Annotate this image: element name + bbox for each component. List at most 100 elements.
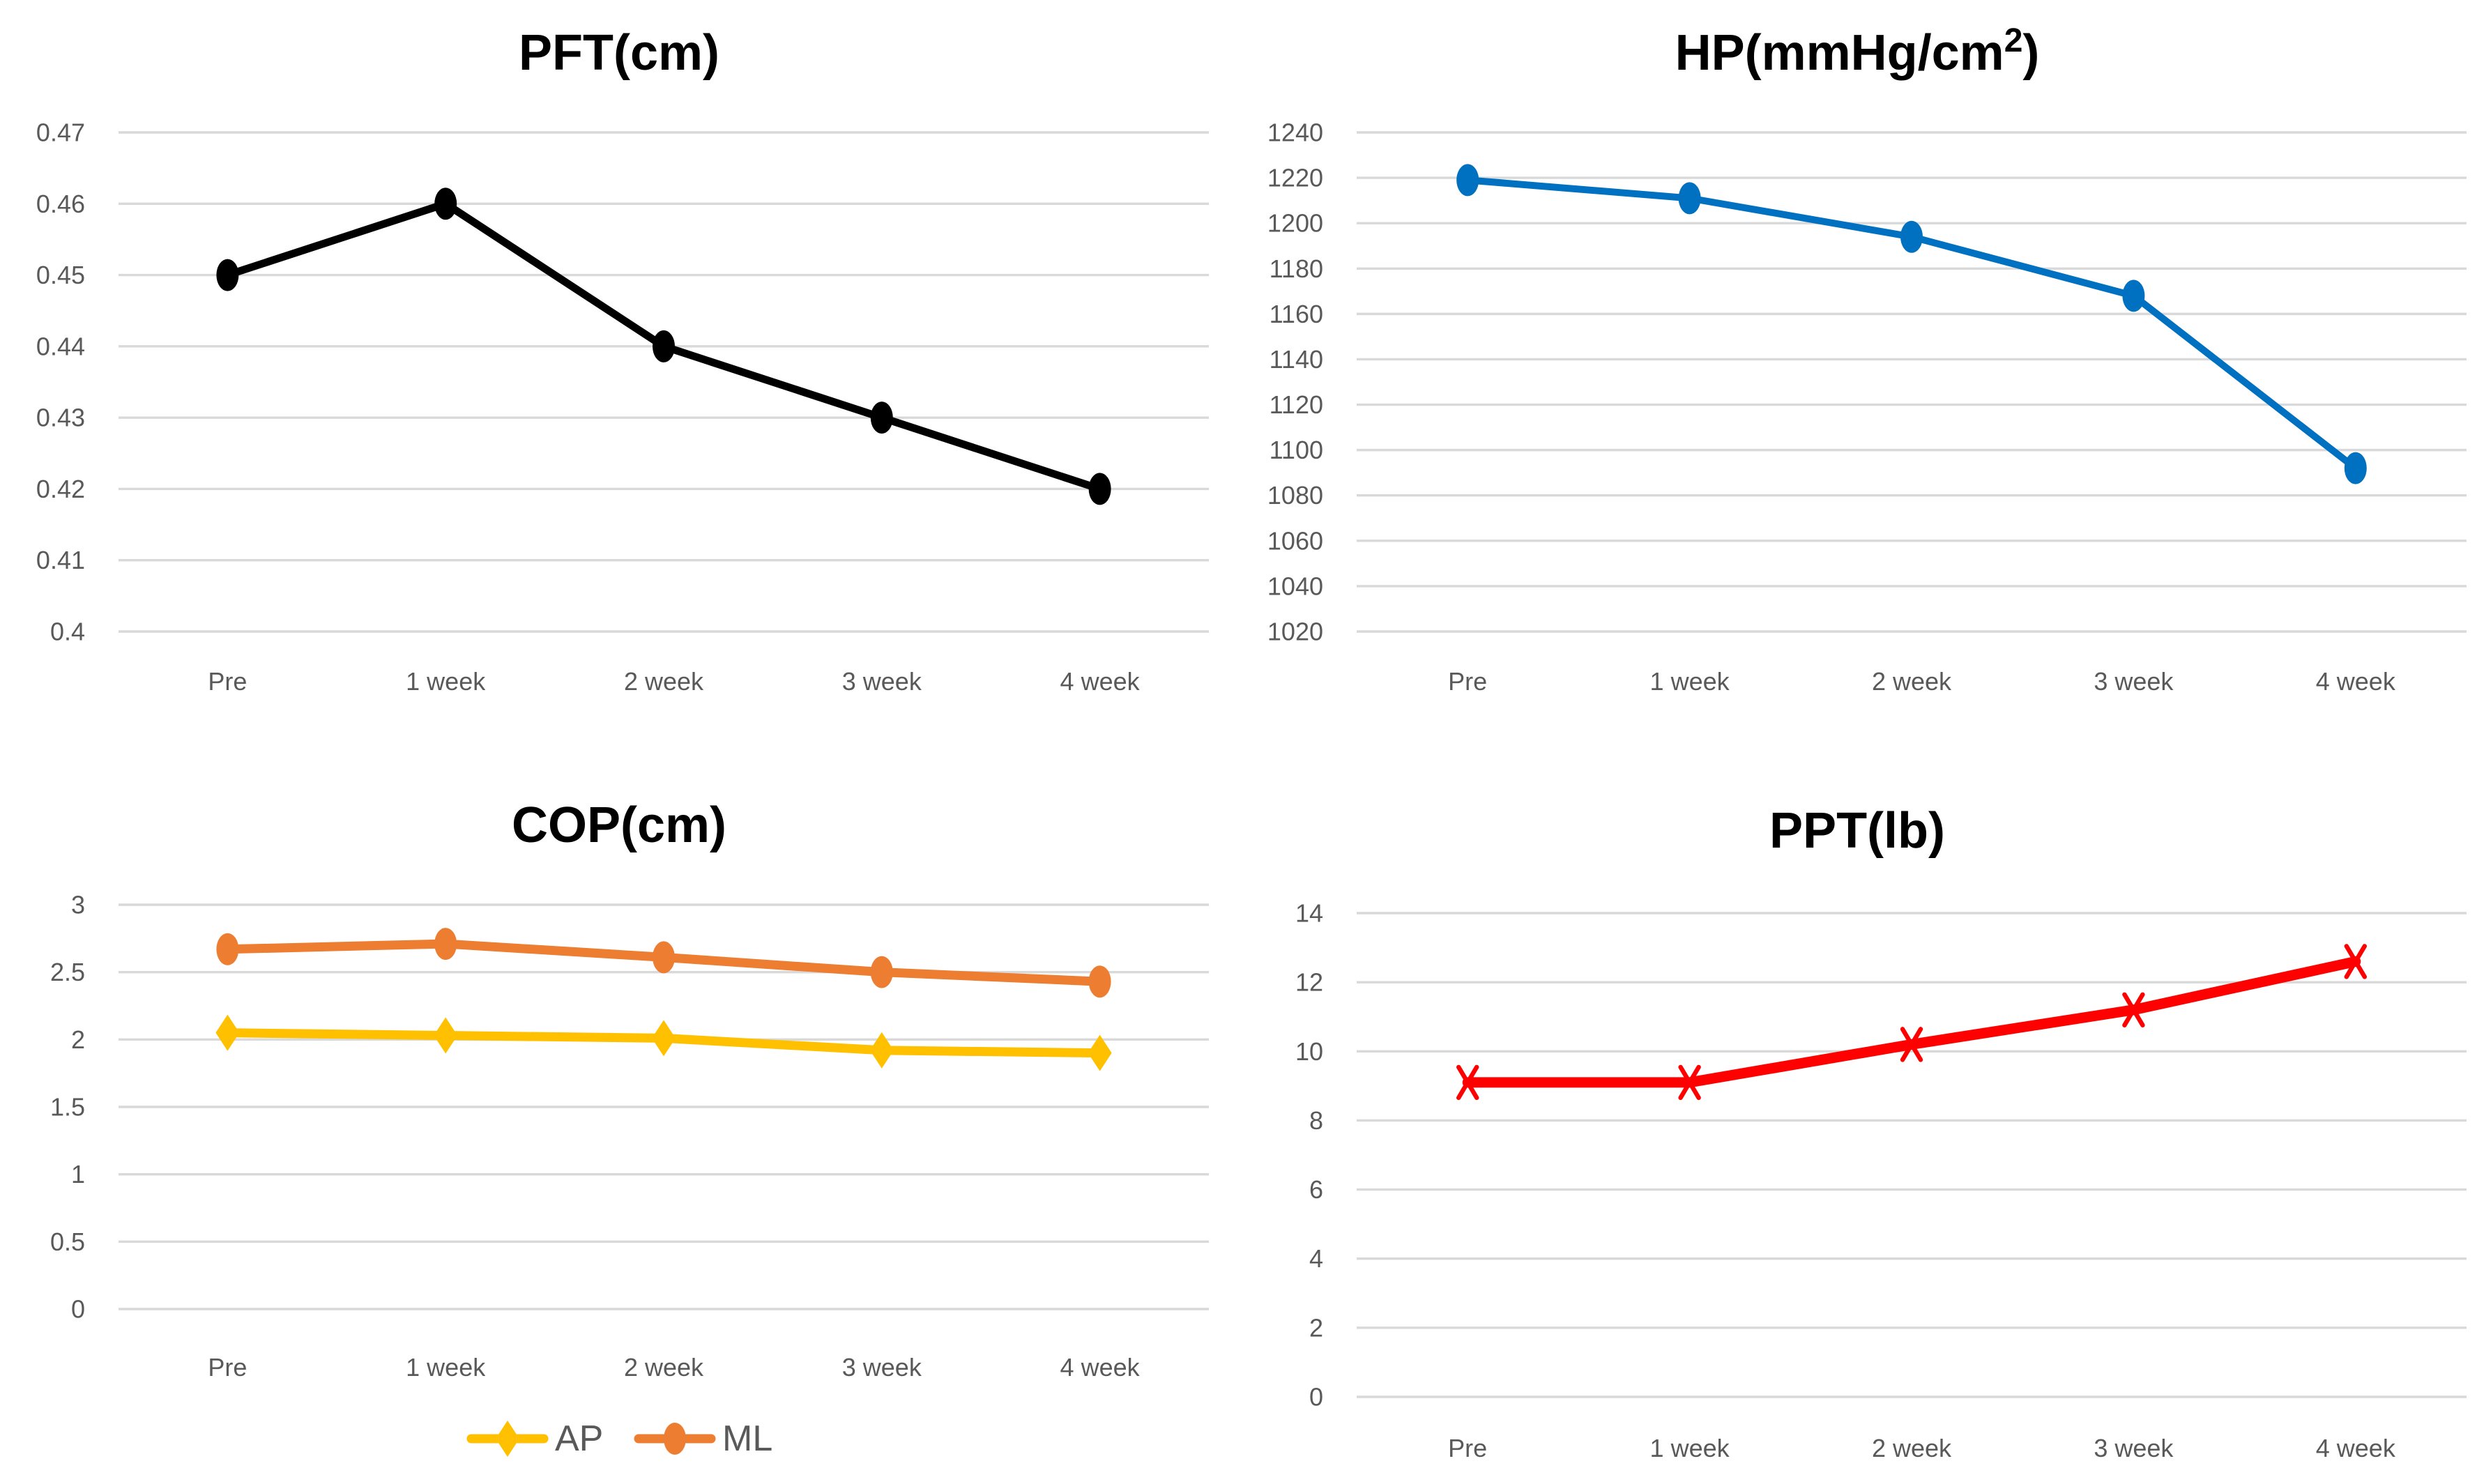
marker-ellipse [216,933,239,965]
marker-diamond [496,1421,519,1457]
x-axis-tick-label: 1 week [406,667,486,696]
x-axis-tick-label: 1 week [406,1353,486,1382]
marker-ellipse [870,956,893,988]
chart-ppt-canvas: 0 2 4 6 8 10 12 14 Pre 1 week 2 week 3 week 4 week PP… [1295,803,2467,1462]
y-axis-tick-label: 1080 [1267,481,1323,510]
y-axis-tick-label: 4 [1309,1244,1323,1273]
y-axis-tick-label: 1200 [1267,209,1323,238]
marker-x [2344,944,2368,979]
y-axis-tick-label: 2 [71,1025,85,1054]
y-axis-tick-label: 1160 [1270,300,1323,328]
marker-x [1678,1064,1701,1101]
y-axis-tick-label: 0.47 [36,118,85,147]
y-axis-tick-label: 1180 [1270,254,1323,283]
marker-ellipse [2344,452,2367,484]
chart-hp-canvas: 1020 1040 1060 1080 1100 1120 1140 1160 1180 1200… [1267,22,2467,696]
x-axis-tick-label: 3 week [842,1353,922,1382]
marker-ellipse [1088,965,1111,998]
y-axis-tick-label: 1120 [1270,390,1323,419]
marker-ellipse [653,941,675,974]
series-line-ppt [1462,956,2361,1088]
x-axis-tick-label: 2 week [624,1353,704,1382]
y-axis-tick-label: 6 [1309,1175,1323,1204]
y-axis-tick-label: 0.4 [50,618,85,646]
y-axis-tick-label: 1060 [1267,526,1323,555]
y-axis-tick-label: 1040 [1267,572,1323,600]
chart-cop-canvas: 0 0.5 1 1.5 2 2.5 3 Pre 1 week 2 week 3 week 4 week… [50,797,1209,1459]
y-axis-tick-label: 1140 [1270,345,1323,374]
marker-ellipse [2122,280,2145,312]
x-axis-tick-label: Pre [208,667,247,696]
marker-diamond [869,1032,894,1069]
x-axis-tick-label: 3 week [2094,1434,2174,1462]
y-axis-tick-label: 14 [1295,899,1323,928]
y-axis-tick-label: 8 [1309,1106,1323,1135]
y-axis-tick-label: 2 [1309,1313,1323,1342]
chart-cop: 0 0.5 1 1.5 2 2.5 3 Pre 1 week 2 week 3 week 4 week… [0,742,1238,1483]
marker-ellipse [1088,473,1111,505]
legend-item-ap: AP [466,1418,603,1459]
x-axis-tick-label: 3 week [842,667,922,696]
chart-title: PPT(lb) [1769,803,1945,859]
y-axis-tick-label: 0.5 [50,1227,85,1256]
y-axis-tick-label: 1220 [1267,164,1323,192]
legend-item-ml: ML [634,1418,772,1459]
y-axis-tick-label: 0.42 [36,475,85,503]
y-axis-tick-label: 0 [1309,1383,1323,1412]
y-axis-tick-label: 0 [71,1295,85,1324]
x-axis-tick-label: 4 week [1060,1353,1141,1382]
y-axis-tick-label: 1.5 [50,1093,85,1122]
marker-x [2122,992,2145,1027]
legend: AP ML [466,1418,772,1459]
x-axis-tick-label: Pre [1448,667,1487,696]
x-axis-tick-label: 2 week [1872,1434,1952,1462]
x-axis-tick-label: Pre [1448,1434,1487,1462]
marker-ellipse [653,330,675,362]
marker-ellipse [216,259,239,291]
y-axis-tick-label: 1100 [1270,436,1323,464]
y-axis-tick-label: 12 [1295,968,1323,997]
x-axis-tick-label: 4 week [2316,1434,2396,1462]
marker-diamond [215,1014,240,1051]
y-axis-tick-label: 0.43 [36,404,85,432]
marker-ellipse [434,928,457,961]
chart-title: PFT(cm) [519,25,719,81]
chart-title: COP(cm) [512,797,726,853]
marker-ellipse [1456,164,1479,197]
chart-pft: 0.4 0.41 0.42 0.43 0.44 0.45 0.46 0.47 Pre 1 week… [0,0,1238,742]
legend-label: ML [722,1418,772,1459]
y-axis-tick-label: 0.46 [36,190,85,218]
marker-diamond [434,1017,458,1054]
x-axis-tick-label: Pre [208,1353,247,1382]
legend-label: AP [555,1418,603,1459]
marker-ellipse [1678,182,1701,215]
chart-ppt: 0 2 4 6 8 10 12 14 Pre 1 week 2 week 3 week 4 week PP… [1238,742,2476,1483]
marker-ellipse [1900,220,1923,253]
x-axis-tick-label: 3 week [2094,667,2174,696]
y-axis-tick-label: 1020 [1267,618,1323,646]
y-axis-tick-label: 0.45 [36,261,85,289]
x-axis-tick-label: 1 week [1650,667,1730,696]
y-axis-tick-label: 10 [1295,1037,1323,1066]
marker-x [1900,1027,1923,1062]
marker-ellipse [434,188,457,220]
marker-ellipse [664,1423,686,1455]
chart-title: HP(mmHg/cm2) [1675,22,2040,81]
chart-hp: 1020 1040 1060 1080 1100 1120 1140 1160 1180 1200… [1238,0,2476,742]
chart-pft-canvas: 0.4 0.41 0.42 0.43 0.44 0.45 0.46 0.47 Pre 1 week… [36,25,1209,696]
marker-diamond [1088,1034,1112,1071]
y-axis-tick-label: 1 [71,1160,85,1188]
marker-x [1456,1064,1479,1101]
y-axis-tick-label: 2.5 [50,958,85,986]
x-axis-tick-label: 2 week [624,667,704,696]
y-axis-tick-label: 0.41 [36,546,85,574]
y-axis-tick-label: 0.44 [36,332,85,360]
x-axis-tick-label: 4 week [1060,667,1141,696]
x-axis-tick-label: 4 week [2316,667,2396,696]
x-axis-tick-label: 1 week [1650,1434,1730,1462]
y-axis-tick-label: 3 [71,891,85,919]
x-axis-tick-label: 2 week [1872,667,1952,696]
y-axis-tick-label: 1240 [1267,118,1323,147]
marker-diamond [652,1020,676,1057]
